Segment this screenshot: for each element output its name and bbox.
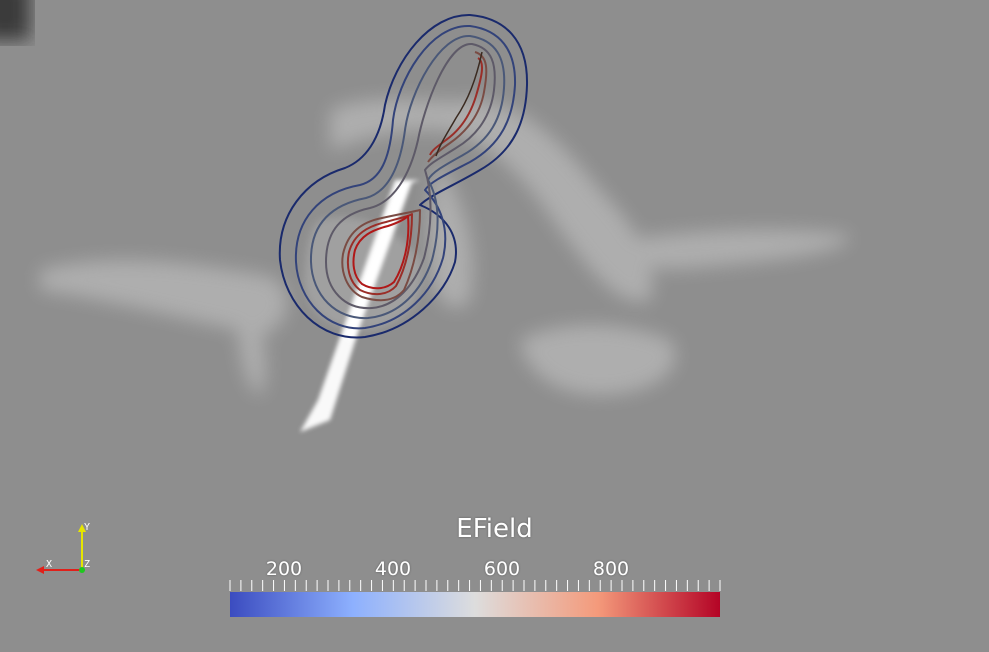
- scalar-bar-ticks: [229, 580, 721, 591]
- y-axis-label: Y: [84, 522, 91, 533]
- scalar-bar-gradient: [230, 592, 720, 617]
- ct-corner-shadow: [0, 0, 30, 40]
- efield-contours: [278, 13, 529, 339]
- contour-level-6: [346, 57, 484, 296]
- y-axis-arrow: [78, 524, 86, 532]
- contour-level-4: [325, 42, 496, 310]
- electrode-needle: [300, 180, 420, 432]
- contour-level-2: [294, 24, 517, 330]
- scalar-bar-title: EField: [456, 514, 533, 544]
- contour-level-7: [352, 215, 410, 290]
- contour-level-3: [309, 34, 506, 320]
- vertebra-structure: [40, 99, 850, 395]
- contour-level-8: [435, 51, 483, 157]
- z-axis-dot: [79, 567, 85, 573]
- scalar-bar-tick-label: 400: [374, 558, 412, 580]
- scalar-bar-tick-label: 200: [265, 558, 303, 580]
- orientation-axes: [36, 524, 86, 574]
- scalar-bar: [229, 580, 721, 617]
- scalar-bar-tick-label: 600: [483, 558, 521, 580]
- scalar-bar-tick-label: 800: [592, 558, 630, 580]
- x-axis-arrow: [36, 566, 44, 574]
- z-axis-label: Z: [84, 559, 91, 570]
- x-axis-label: X: [46, 559, 53, 570]
- contour-level-1: [278, 13, 529, 339]
